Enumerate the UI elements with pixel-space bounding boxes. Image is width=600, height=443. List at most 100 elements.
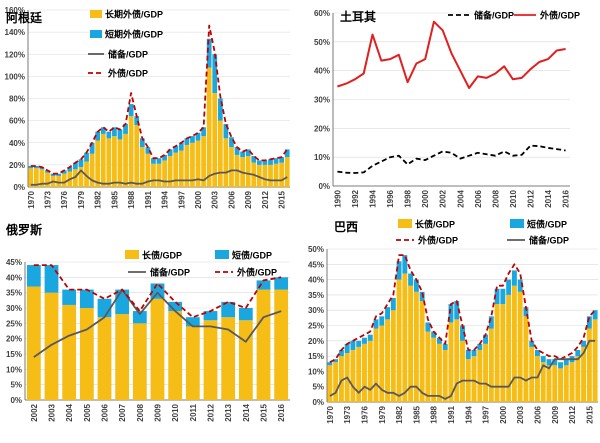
bar-long-term-1971 <box>333 362 339 402</box>
legend-item: 外债/GDP <box>514 10 580 21</box>
bar-short-term-2014 <box>238 308 253 321</box>
bar-long-term-2006 <box>535 356 540 402</box>
legend-label: 储备/GDP <box>150 267 190 278</box>
y-tick-label: 120% <box>5 50 25 59</box>
legend-label: 长期外债/GDP <box>105 9 163 20</box>
bar-long-term-1989 <box>134 125 140 187</box>
legend-label: 短债/GDP <box>232 250 272 261</box>
x-tick-label: 2000 <box>499 405 508 423</box>
x-tick-label: 2009 <box>551 405 560 423</box>
bar-long-term-1999 <box>494 304 500 402</box>
bar-short-term-1997 <box>483 334 489 344</box>
bar-short-term-1975 <box>56 173 62 176</box>
legend-item: 外债/GDP <box>396 235 458 246</box>
bar-short-term-2010 <box>168 301 183 312</box>
x-tick-label: 1997 <box>177 190 186 208</box>
bar-long-term-2010 <box>168 311 183 400</box>
bar-short-term-2012 <box>203 311 218 321</box>
bar-short-term-1998 <box>488 316 494 329</box>
bar-long-term-2000 <box>195 140 201 187</box>
bar-long-term-2003 <box>517 291 523 402</box>
x-tick-label: 1988 <box>127 190 136 208</box>
bar-short-term-2011 <box>185 317 200 327</box>
legend-swatch <box>215 250 229 259</box>
x-tick-label: 1992 <box>351 189 360 207</box>
bar-short-term-1983 <box>402 255 408 274</box>
bar-short-term-1990 <box>139 138 145 148</box>
legend-label: 外债/GDP <box>107 68 148 79</box>
y-tick-label: 50% <box>314 38 330 47</box>
bar-long-term-1974 <box>350 349 356 402</box>
y-tick-label: 60% <box>314 9 330 18</box>
bar-short-term-1999 <box>190 136 195 143</box>
bar-short-term-1983 <box>100 127 106 134</box>
bar-short-term-1971 <box>33 165 39 169</box>
bar-long-term-2006 <box>229 147 234 187</box>
bar-long-term-1993 <box>460 340 465 402</box>
y-tick-label: 25% <box>308 322 324 331</box>
y-tick-label: 30% <box>308 306 324 315</box>
bar-long-term-1972 <box>338 356 344 402</box>
bar-long-term-1978 <box>73 169 78 187</box>
x-tick-label: 1970 <box>326 405 335 423</box>
bar-short-term-1976 <box>362 337 367 344</box>
legend-item: 外债/GDP <box>88 68 148 79</box>
legend-item: 短债/GDP <box>510 219 567 230</box>
bar-long-term-1998 <box>488 328 494 402</box>
bar-short-term-2002 <box>206 38 212 68</box>
legend-item: 长期外债/GDP <box>90 9 163 20</box>
bar-short-term-1994 <box>465 349 471 360</box>
bar-long-term-2009 <box>150 298 165 400</box>
chart-brazil: 0% 5% 10% 15% 20% 25% 30% 35% 40% 45% 50% 1970 1973 1… <box>308 219 598 424</box>
bar-long-term-2009 <box>245 156 251 187</box>
legend-item: 短债/GDP <box>215 250 272 261</box>
y-tick-label: 35% <box>308 291 324 300</box>
bar-short-term-2006 <box>229 137 234 148</box>
legend-label: 长债/GDP <box>415 219 455 230</box>
legend-swatch <box>125 250 139 259</box>
y-tick-label: 25% <box>6 319 22 328</box>
legend-item: 长债/GDP <box>125 250 182 261</box>
bar-short-term-1990 <box>442 343 448 350</box>
x-tick-label: 1976 <box>360 405 369 423</box>
y-tick-label: 5% <box>10 381 22 390</box>
bar-long-term-2012 <box>203 320 218 400</box>
bar-long-term-1981 <box>390 310 396 402</box>
bar-short-term-1980 <box>385 307 390 320</box>
legend-item: 储备/GDP <box>507 235 569 246</box>
x-tick-label: 2016 <box>277 403 286 421</box>
bar-short-term-2015 <box>586 316 592 329</box>
bar-short-term-1992 <box>151 158 156 164</box>
bar-short-term-1978 <box>73 162 78 170</box>
bar-long-term-2007 <box>540 362 546 402</box>
bar-short-term-2010 <box>558 362 563 369</box>
x-tick-label: 1988 <box>430 405 439 423</box>
bar-long-term-2005 <box>79 308 94 400</box>
bar-long-term-1982 <box>396 279 402 402</box>
bar-short-term-1991 <box>145 147 151 154</box>
y-tick-label: 15% <box>6 350 22 359</box>
y-tick-label: 30% <box>314 96 330 105</box>
bar-long-term-1991 <box>448 322 454 402</box>
bar-short-term-2008 <box>546 359 552 366</box>
bar-short-term-1982 <box>95 131 101 141</box>
x-tick-label: 1996 <box>386 189 395 207</box>
bar-short-term-1995 <box>167 149 173 157</box>
y-tick-label: 20% <box>6 335 22 344</box>
x-tick-label: 1982 <box>395 405 404 423</box>
bar-short-term-1972 <box>39 167 45 170</box>
bar-long-term-1978 <box>373 328 379 402</box>
bar-long-term-2001 <box>506 294 512 402</box>
bar-long-term-1993 <box>156 163 162 187</box>
bar-long-term-1987 <box>425 331 431 402</box>
legend-label: 储备/GDP <box>529 235 569 246</box>
y-tick-label: 40% <box>314 67 330 76</box>
bar-short-term-1995 <box>471 349 477 357</box>
x-tick-label: 2005 <box>83 403 92 421</box>
bar-long-term-1986 <box>117 139 123 187</box>
bar-long-term-2002 <box>26 286 41 400</box>
legend-label: 短期外债/GDP <box>105 29 163 40</box>
bar-long-term-2003 <box>212 92 218 187</box>
bar-long-term-2000 <box>500 304 506 402</box>
